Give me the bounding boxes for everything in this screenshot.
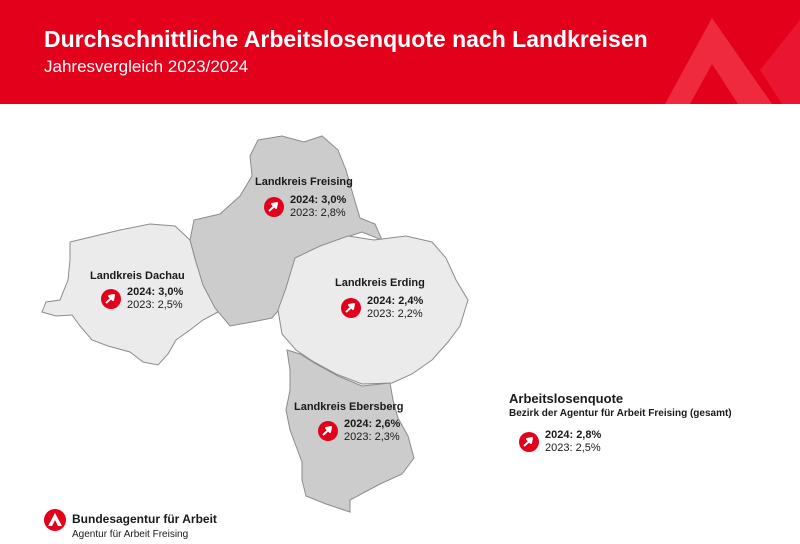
region-label-dachau: Landkreis Dachau [90,270,185,282]
header-banner: Durchschnittliche Arbeitslosenquote nach… [0,0,800,104]
ba-logo-icon [44,509,66,531]
region-label-freising: Landkreis Freising [255,176,353,188]
region-dachau[interactable] [41,223,219,366]
trend-up-icon [519,432,539,452]
stat-current: 2024: 2,6% [344,418,401,430]
page-subtitle: Jahresvergleich 2023/2024 [44,57,249,76]
trend-up-icon [101,289,121,309]
stat-previous: 2023: 2,3% [344,431,400,443]
stat-dachau: 2024: 3,0% 2023: 2,5% [101,286,183,312]
summary-title: Arbeitslosenquote [509,391,624,406]
stat-current: 2024: 3,0% [127,286,184,298]
page-title: Durchschnittliche Arbeitslosenquote nach… [44,26,648,52]
stat-current: 2024: 2,8% [545,429,602,441]
trend-up-icon [264,197,284,217]
org-unit: Agentur für Arbeit Freising [72,529,189,540]
summary-subtitle: Bezirk der Agentur für Arbeit Freising (… [509,408,732,419]
stat-previous: 2023: 2,5% [127,299,183,311]
region-erding[interactable] [277,235,469,385]
trend-up-icon [341,298,361,318]
stat-previous: 2023: 2,8% [290,207,346,219]
stat-freising: 2024: 3,0% 2023: 2,8% [264,194,346,220]
stat-erding: 2024: 2,4% 2023: 2,2% [341,295,423,321]
region-ebersberg[interactable] [285,349,415,513]
org-name: Bundesagentur für Arbeit [72,512,217,526]
stat-previous: 2023: 2,5% [545,442,601,454]
stat-summary: 2024: 2,8% 2023: 2,5% [519,429,601,455]
stat-current: 2024: 2,4% [367,295,424,307]
region-label-erding: Landkreis Erding [335,277,425,289]
stat-current: 2024: 3,0% [290,194,347,206]
stat-previous: 2023: 2,2% [367,308,423,320]
region-label-ebersberg: Landkreis Ebersberg [294,401,404,413]
stat-ebersberg: 2024: 2,6% 2023: 2,3% [318,418,400,444]
logo-watermark-icon [665,18,800,104]
trend-up-icon [318,421,338,441]
